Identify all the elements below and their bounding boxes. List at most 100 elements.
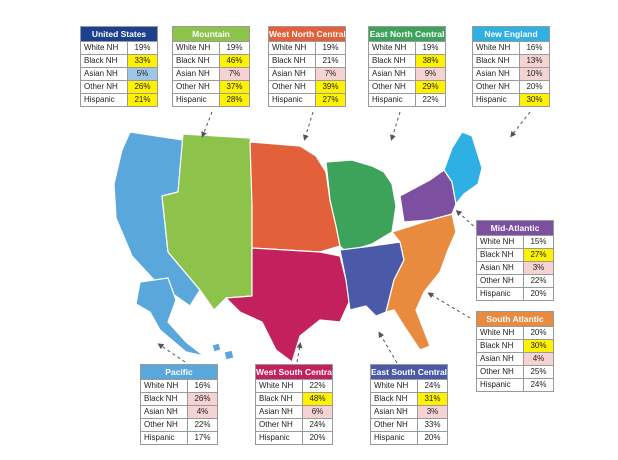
row-value: 27% [316, 94, 345, 106]
row-label: Hispanic [81, 94, 128, 106]
row-label: White NH [269, 42, 316, 54]
region-pacific-alaska [135, 277, 205, 357]
region-title: West South Central [256, 365, 332, 379]
table-row: Asian NH 7% [269, 67, 345, 80]
row-value: 37% [220, 81, 249, 93]
row-label: White NH [141, 380, 188, 392]
row-value: 20% [526, 82, 543, 91]
region-title: New England [473, 27, 549, 41]
row-label: Black NH [256, 393, 303, 405]
table-row: Other NH 22% [141, 418, 217, 431]
row-label: Other NH [477, 366, 524, 378]
table-row: White NH 19% [269, 41, 345, 54]
pacific-leader [157, 343, 186, 363]
region-title: East South Central [371, 365, 447, 379]
table-row: Other NH 20% [473, 80, 549, 93]
row-value: 24% [424, 381, 441, 390]
row-value: 21% [128, 94, 157, 106]
table-row: Black NH 31% [371, 392, 447, 405]
row-label: Hispanic [173, 94, 220, 106]
row-value: 20% [530, 328, 547, 337]
row-value: 4% [524, 353, 553, 365]
row-label: White NH [81, 42, 128, 54]
table-row: Asian NH 4% [141, 405, 217, 418]
row-label: White NH [473, 42, 520, 54]
new-england-leader [510, 111, 531, 138]
table-row: Black NH 27% [477, 248, 553, 261]
table-row: Other NH 22% [477, 274, 553, 287]
row-value: 30% [520, 94, 549, 106]
row-label: Hispanic [477, 379, 524, 391]
table-row: Black NH 30% [477, 339, 553, 352]
row-label: Other NH [141, 419, 188, 431]
table-row: White NH 19% [81, 41, 157, 54]
table-united-states: United States White NH 19% Black NH 33% Asian… [80, 26, 158, 107]
row-label: Asian NH [81, 68, 128, 80]
row-value: 28% [220, 94, 249, 106]
region-mid-atlantic [399, 169, 457, 223]
table-row: Asian NH 6% [256, 405, 332, 418]
row-label: White NH [369, 42, 416, 54]
table-east-north-central: East North Central White NH 19% Black NH 38%… [368, 26, 446, 107]
row-label: White NH [256, 380, 303, 392]
row-label: Other NH [477, 275, 524, 287]
row-value: 25% [530, 367, 547, 376]
table-row: White NH 16% [473, 41, 549, 54]
row-label: Other NH [473, 81, 520, 93]
row-label: Hispanic [141, 432, 188, 444]
table-row: White NH 20% [477, 326, 553, 339]
row-value: 27% [524, 249, 553, 261]
row-value: 19% [422, 43, 439, 52]
row-value: 17% [194, 433, 211, 442]
row-value: 20% [424, 433, 441, 442]
row-value: 20% [309, 433, 326, 442]
row-value: 39% [316, 81, 345, 93]
table-row: Black NH 38% [369, 54, 445, 67]
table-row: Asian NH 7% [173, 67, 249, 80]
row-value: 9% [416, 68, 445, 80]
row-value: 33% [424, 420, 441, 429]
row-value: 3% [418, 406, 447, 418]
row-value: 6% [303, 406, 332, 418]
row-value: 30% [524, 340, 553, 352]
table-south-atlantic: South Atlantic White NH 20% Black NH 30% Asia… [476, 311, 554, 392]
table-row: Hispanic 20% [371, 431, 447, 444]
table-west-south-central: West South Central White NH 22% Black NH 48%… [255, 364, 333, 445]
row-value: 22% [194, 420, 211, 429]
table-row: White NH 24% [371, 379, 447, 392]
row-value: 19% [322, 43, 339, 52]
table-row: Black NH 21% [269, 54, 345, 67]
row-label: White NH [477, 327, 524, 339]
west-south-central-leader [295, 342, 303, 369]
row-label: White NH [173, 42, 220, 54]
row-value: 4% [188, 406, 217, 418]
table-row: Other NH 39% [269, 80, 345, 93]
row-label: Other NH [173, 81, 220, 93]
region-title: Pacific [141, 365, 217, 379]
row-label: Black NH [477, 340, 524, 352]
row-value: 20% [530, 289, 547, 298]
row-value: 29% [416, 81, 445, 93]
table-row: Hispanic 17% [141, 431, 217, 444]
table-row: Hispanic 28% [173, 93, 249, 106]
row-label: Hispanic [473, 94, 520, 106]
row-value: 33% [128, 55, 157, 67]
row-value: 22% [530, 276, 547, 285]
table-row: Hispanic 24% [477, 378, 553, 391]
row-value: 13% [520, 55, 549, 67]
row-label: Asian NH [477, 262, 524, 274]
table-row: Hispanic 30% [473, 93, 549, 106]
region-title: East North Central [369, 27, 445, 41]
row-label: Asian NH [141, 406, 188, 418]
row-label: Asian NH [256, 406, 303, 418]
table-row: Asian NH 3% [477, 261, 553, 274]
table-row: Black NH 33% [81, 54, 157, 67]
row-value: 10% [520, 68, 549, 80]
row-value: 38% [416, 55, 445, 67]
table-row: Other NH 33% [371, 418, 447, 431]
row-label: Hispanic [269, 94, 316, 106]
table-row: Other NH 29% [369, 80, 445, 93]
row-value: 5% [128, 68, 157, 80]
table-row: Asian NH 4% [477, 352, 553, 365]
